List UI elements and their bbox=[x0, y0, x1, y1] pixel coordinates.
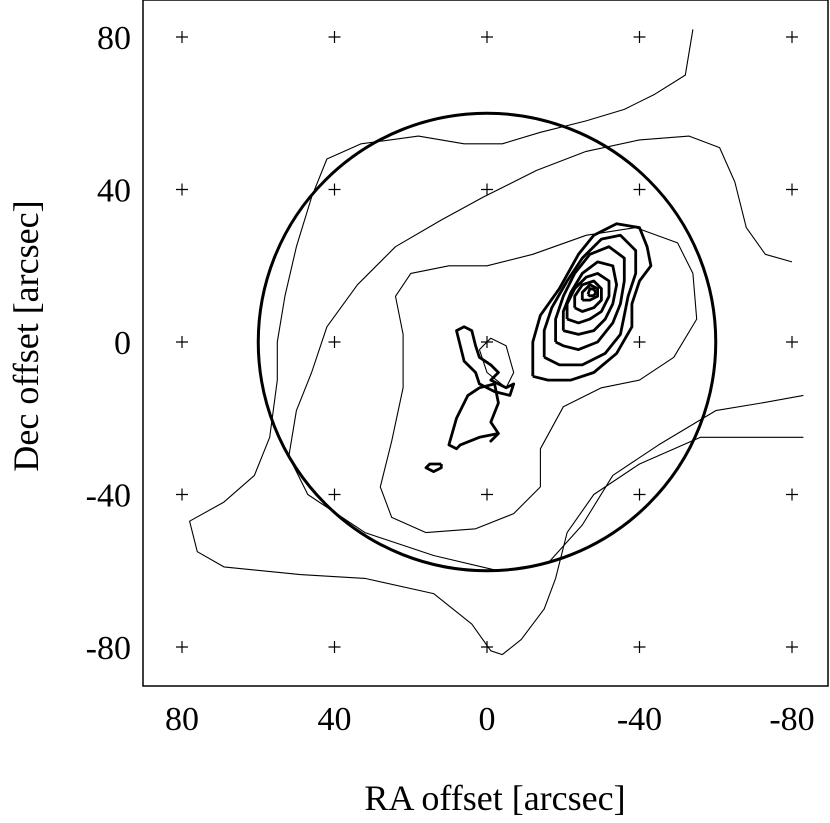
tick-cross-marks bbox=[176, 31, 798, 653]
y-tick-label: 80 bbox=[97, 20, 131, 57]
grid-plus-mark bbox=[481, 31, 493, 43]
thick-contour-peak-level-1 bbox=[531, 222, 653, 382]
beam-circle bbox=[256, 111, 718, 573]
x-tick-label: -40 bbox=[617, 701, 662, 738]
y-tick-label: -40 bbox=[86, 478, 131, 515]
thick-contour-group bbox=[424, 222, 653, 473]
thick-contour-south-dot bbox=[424, 462, 443, 473]
grid-plus-mark bbox=[176, 488, 188, 501]
y-tick-label: 0 bbox=[114, 325, 131, 362]
y-tick-label: -80 bbox=[86, 630, 131, 667]
thick-contour-peak-level-3 bbox=[554, 245, 626, 351]
grid-plus-mark bbox=[176, 31, 188, 43]
plot-frame bbox=[142, 0, 829, 687]
grid-plus-mark bbox=[633, 488, 646, 501]
grid-plus-mark bbox=[481, 641, 493, 653]
grid-plus-mark bbox=[481, 488, 493, 501]
thick-contour-south-spur bbox=[447, 382, 500, 451]
thick-contour-peak-level-2 bbox=[542, 233, 638, 367]
thin-contour-middle bbox=[288, 135, 804, 572]
grid-plus-mark bbox=[328, 641, 341, 653]
grid-plus-mark bbox=[176, 641, 188, 653]
grid-plus-mark bbox=[786, 488, 798, 501]
x-tick-label: 0 bbox=[479, 701, 496, 738]
x-tick-label: 40 bbox=[318, 701, 352, 738]
y-tick-labels: 80 40 0 -40 -80 bbox=[86, 20, 131, 667]
x-tick-label: -80 bbox=[769, 701, 814, 738]
grid-plus-mark bbox=[786, 336, 798, 348]
y-tick-label: 40 bbox=[97, 173, 131, 210]
grid-plus-mark bbox=[786, 641, 798, 653]
grid-plus-mark bbox=[328, 31, 341, 43]
thick-contour-peak-level-4 bbox=[561, 260, 618, 336]
x-tick-labels: 80 40 0 -40 -80 bbox=[165, 701, 815, 738]
grid-plus-mark bbox=[786, 31, 798, 43]
thick-contour-central-blob bbox=[455, 325, 516, 397]
grid-plus-mark bbox=[633, 336, 646, 348]
grid-plus-mark bbox=[633, 183, 646, 196]
thick-contour-peak-level-6 bbox=[573, 279, 603, 313]
thin-contour-outer bbox=[189, 29, 804, 656]
x-axis-title: RA offset [arcsec] bbox=[364, 778, 625, 818]
grid-plus-mark bbox=[176, 336, 188, 348]
thin-contour-small-inner bbox=[478, 337, 515, 389]
thin-contour-inner bbox=[379, 227, 698, 534]
y-axis-title: Dec offset [arcsec] bbox=[6, 200, 46, 471]
grid-plus-mark bbox=[328, 336, 341, 348]
grid-plus-mark bbox=[328, 183, 341, 196]
grid-plus-mark bbox=[633, 641, 646, 653]
thick-contour-peak-level-8 bbox=[586, 287, 598, 298]
grid-plus-mark bbox=[176, 183, 188, 196]
thick-contour-peak-level-5 bbox=[565, 272, 611, 325]
grid-plus-mark bbox=[633, 31, 646, 43]
x-tick-label: 80 bbox=[165, 701, 199, 738]
thick-contour-peak-level-7 bbox=[580, 283, 599, 302]
thin-contour-group bbox=[189, 29, 804, 656]
grid-plus-mark bbox=[481, 183, 493, 196]
grid-plus-mark bbox=[786, 183, 798, 196]
grid-plus-mark bbox=[328, 488, 341, 501]
